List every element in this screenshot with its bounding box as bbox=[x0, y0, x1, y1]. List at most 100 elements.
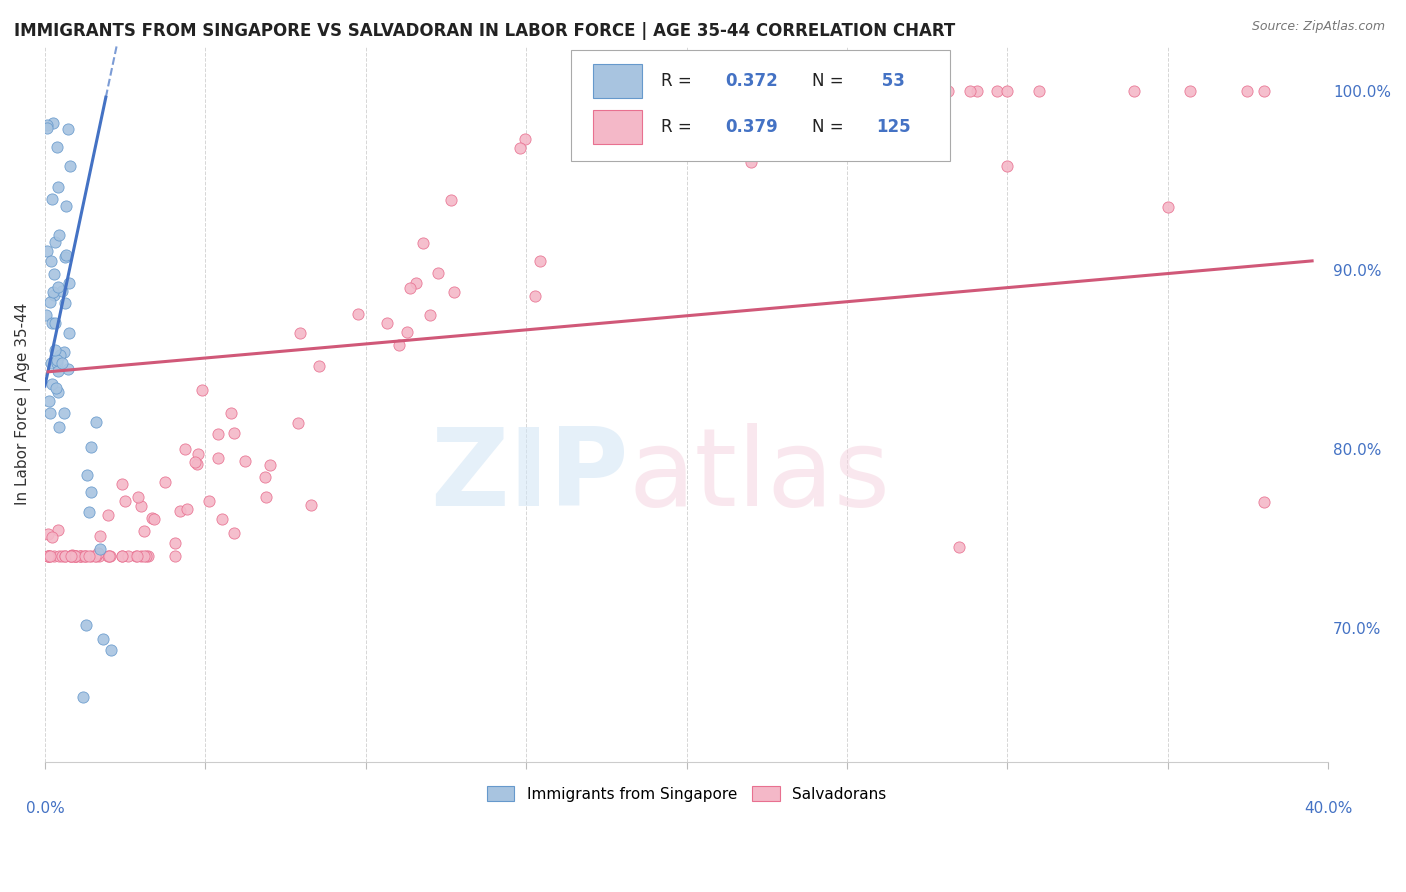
Point bbox=[1178, 84, 1201, 98]
Point bbox=[388, 338, 411, 352]
Point bbox=[131, 499, 153, 513]
Point bbox=[46, 280, 69, 294]
Point bbox=[155, 475, 177, 490]
Point bbox=[176, 502, 198, 516]
Point bbox=[125, 549, 148, 563]
Point bbox=[117, 549, 139, 563]
Point bbox=[38, 394, 60, 409]
Point bbox=[79, 549, 101, 563]
Point bbox=[143, 512, 166, 526]
Point bbox=[84, 549, 107, 563]
Point bbox=[69, 549, 91, 563]
Point bbox=[97, 549, 120, 563]
Point bbox=[219, 406, 242, 420]
Point bbox=[45, 140, 67, 154]
Point bbox=[58, 121, 80, 136]
Point bbox=[716, 84, 738, 98]
Point bbox=[52, 344, 75, 359]
Text: atlas: atlas bbox=[628, 423, 891, 529]
Point bbox=[169, 504, 191, 518]
Point bbox=[1157, 200, 1180, 214]
Point bbox=[48, 549, 70, 563]
Point bbox=[288, 326, 311, 341]
Point bbox=[111, 549, 134, 563]
Point bbox=[995, 159, 1018, 173]
Point bbox=[41, 377, 63, 392]
Point bbox=[51, 285, 73, 299]
Point bbox=[41, 116, 63, 130]
Point bbox=[35, 118, 58, 132]
Text: N =: N = bbox=[813, 118, 849, 136]
Point bbox=[163, 549, 186, 563]
Text: R =: R = bbox=[661, 118, 697, 136]
Point bbox=[89, 541, 111, 556]
Point bbox=[37, 526, 59, 541]
Point bbox=[681, 84, 703, 98]
Bar bbox=[593, 64, 641, 98]
Point bbox=[419, 308, 441, 322]
Legend: Immigrants from Singapore, Salvadorans: Immigrants from Singapore, Salvadorans bbox=[481, 780, 893, 808]
Point bbox=[986, 84, 1008, 98]
Point bbox=[65, 549, 87, 563]
Point bbox=[741, 84, 763, 98]
Point bbox=[301, 499, 323, 513]
Point bbox=[63, 549, 86, 563]
Text: ZIP: ZIP bbox=[430, 423, 628, 529]
Point bbox=[51, 549, 73, 563]
Point bbox=[135, 549, 157, 563]
Point bbox=[97, 508, 120, 523]
Point bbox=[959, 84, 981, 98]
Point bbox=[287, 416, 309, 430]
Point bbox=[412, 235, 434, 250]
Point bbox=[87, 546, 110, 560]
Point bbox=[377, 316, 399, 330]
Point bbox=[44, 316, 66, 330]
Point bbox=[932, 84, 955, 98]
Point bbox=[65, 549, 87, 563]
Point bbox=[125, 549, 148, 563]
Point bbox=[1236, 84, 1258, 98]
Point bbox=[1253, 495, 1275, 509]
Point bbox=[73, 549, 96, 563]
Point bbox=[254, 490, 277, 504]
Point bbox=[509, 141, 531, 155]
Point bbox=[89, 529, 111, 543]
Point bbox=[59, 159, 82, 173]
Point bbox=[132, 524, 155, 538]
Point bbox=[75, 549, 97, 563]
Point bbox=[53, 251, 76, 265]
Point bbox=[59, 549, 82, 563]
Point bbox=[79, 549, 101, 563]
Point bbox=[259, 458, 281, 472]
Point bbox=[44, 235, 66, 249]
Point bbox=[405, 276, 427, 290]
Point bbox=[136, 549, 159, 563]
Point bbox=[69, 549, 91, 563]
Point bbox=[599, 84, 621, 98]
Point bbox=[53, 296, 76, 310]
Point bbox=[39, 356, 62, 370]
Point bbox=[740, 84, 762, 98]
Point bbox=[37, 549, 59, 563]
Point bbox=[46, 179, 69, 194]
Point bbox=[91, 632, 114, 646]
Point bbox=[426, 266, 449, 280]
Point bbox=[53, 549, 76, 563]
Point bbox=[396, 326, 419, 340]
Point bbox=[936, 84, 959, 98]
Point bbox=[63, 549, 86, 563]
Point bbox=[58, 362, 80, 376]
Text: 0.372: 0.372 bbox=[725, 72, 778, 90]
Point bbox=[658, 84, 681, 98]
Point bbox=[44, 343, 66, 357]
Point bbox=[1028, 84, 1050, 98]
Point bbox=[222, 425, 245, 440]
Point bbox=[58, 276, 80, 290]
Point bbox=[440, 194, 463, 208]
Point bbox=[127, 490, 149, 504]
Point bbox=[190, 383, 212, 397]
Point bbox=[740, 155, 762, 169]
Point bbox=[1122, 84, 1144, 98]
Point bbox=[852, 84, 875, 98]
Point bbox=[184, 455, 207, 469]
